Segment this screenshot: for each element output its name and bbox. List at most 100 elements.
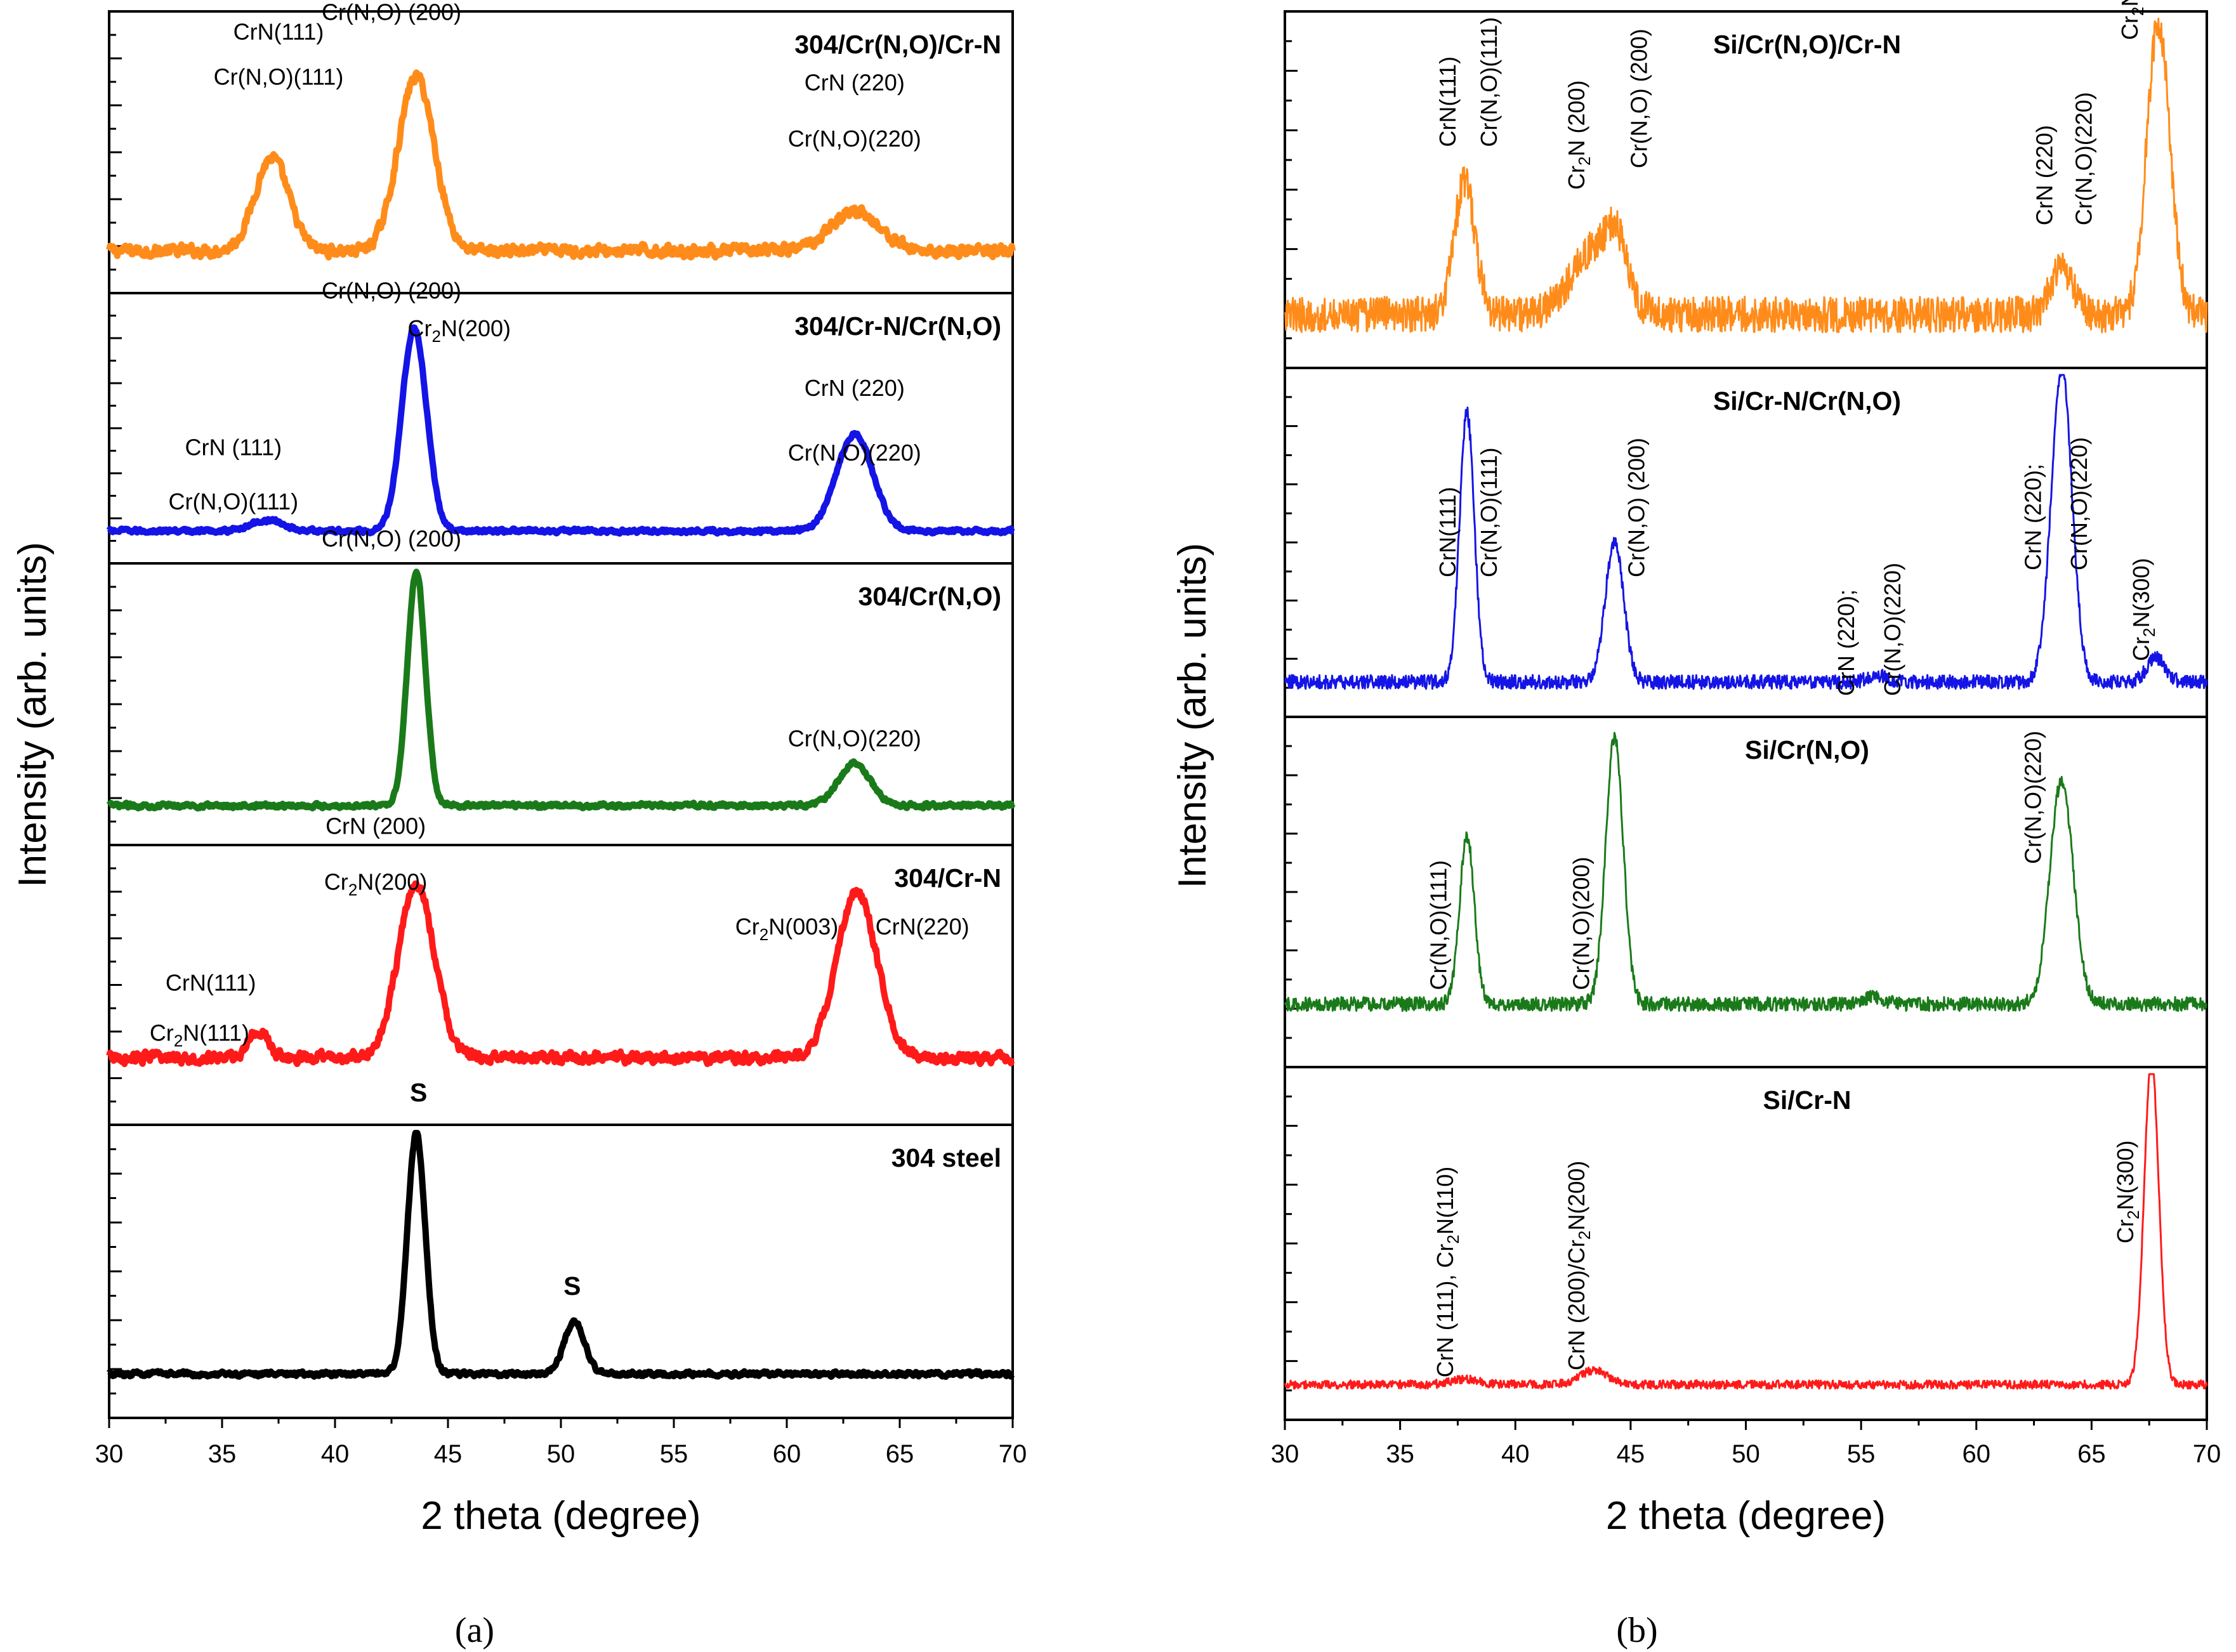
peak-label-part: CrN (200)/Cr — [1563, 1240, 1589, 1370]
peak-label-part: 2 — [2124, 1210, 2143, 1219]
x-tick-label: 35 — [1386, 1440, 1414, 1468]
peak-label: Cr(N,O)(220) — [2070, 92, 2096, 225]
peak-label: CrN (220) — [805, 375, 905, 401]
peak-label: CrN (220); — [1833, 589, 1859, 696]
peak-label-part: Cr — [1563, 166, 1589, 190]
peak-label-part: Cr — [408, 315, 432, 341]
series-line-si-cr-n — [1284, 1073, 2208, 1390]
x-tick-label: 45 — [1617, 1440, 1645, 1468]
peak-label-part: Cr — [2112, 1219, 2138, 1243]
peak-label-part: CrN (111), Cr — [1432, 1244, 1458, 1378]
peak-label-part: Cr — [735, 914, 760, 940]
peak-label-part: Cr — [150, 1020, 174, 1046]
peak-label: Cr2N(300) — [2117, 0, 2147, 40]
peak-label: Cr(N,O)(111) — [1476, 447, 1502, 577]
peak-label-part: N(200) — [1563, 1161, 1589, 1231]
x-tick-label: 35 — [208, 1440, 237, 1468]
peak-label: Cr(N,O)(220) — [788, 726, 921, 752]
peak-label: CrN (200)/Cr2N(200) — [1563, 1161, 1594, 1371]
peak-label: CrN(220) — [876, 914, 970, 940]
series-line-304-steel — [107, 1129, 1015, 1380]
series-title: 304/Cr(N,O)/Cr-N — [794, 30, 1001, 59]
peak-label-part: 2 — [1444, 1235, 1463, 1243]
peak-label: Cr2N(300) — [2112, 1140, 2143, 1243]
x-tick-label: 70 — [2193, 1440, 2221, 1468]
x-tick-label: 50 — [1732, 1440, 1760, 1468]
series-title: Si/Cr(N,O)/Cr-N — [1713, 30, 1901, 59]
series-title: Si/Cr(N,O) — [1745, 735, 1869, 764]
series-title: Si/Cr-N — [1763, 1085, 1851, 1115]
series-line-si-cr-n-o-cr-n — [1284, 17, 2208, 334]
x-tick-label: 55 — [1847, 1440, 1876, 1468]
x-tick-label: 65 — [2077, 1440, 2106, 1468]
peak-label-part: Cr — [2117, 16, 2143, 40]
peak-label-part: N(300) — [2128, 558, 2154, 627]
peak-label-part: 2 — [1575, 1231, 1594, 1240]
peak-label: CrN (220) — [805, 69, 905, 95]
peak-label: CrN (220); — [2020, 464, 2046, 570]
panel-304-steel: 304 steel S S — [107, 1078, 1015, 1419]
peak-label-part: N (200) — [1563, 80, 1589, 156]
x-tick-label: 65 — [886, 1440, 914, 1468]
peak-label: Cr(N,O)(200) — [1568, 857, 1594, 990]
peak-label: Cr(N,O) (200) — [322, 525, 461, 551]
series-title: 304 steel — [891, 1143, 1001, 1172]
peak-label: CrN (111), Cr2N(110) — [1432, 1167, 1463, 1378]
series-line-304-cr-n-o — [106, 568, 1016, 812]
peak-label-part: N(200) — [441, 315, 511, 341]
peak-label-part: 2 — [2128, 6, 2147, 15]
peak-label: Cr2N(003) — [735, 914, 839, 944]
peak-label: Cr(N,O) (200) — [322, 0, 461, 25]
peak-label: CrN (200) — [326, 813, 426, 839]
peak-label: CrN(111) — [1435, 487, 1461, 577]
panel-frame — [1284, 716, 2208, 1068]
chart-b: Si/Cr(N,O)/Cr-N CrN(111) Cr(N,O)(111) Cr(N,… — [1171, 0, 2221, 1538]
peak-label: Cr(N,O)(111) — [168, 488, 298, 515]
peak-label: Cr(N,O)(220) — [2066, 437, 2092, 570]
x-tick-label: 55 — [660, 1440, 688, 1468]
peak-label: CrN(111) — [166, 969, 256, 995]
x-tick-label: 40 — [321, 1440, 350, 1468]
peak-label: Cr(N,O)(220) — [1879, 563, 1905, 696]
peak-label: Cr(N,O) (200) — [322, 278, 461, 304]
panel-si-cr-n-o-cr-n: Si/Cr(N,O)/Cr-N CrN(111) Cr(N,O)(111) Cr(N,… — [1284, 0, 2208, 369]
x-axis-label: 2 theta (degree) — [421, 1494, 700, 1538]
x-tick-label: 45 — [434, 1440, 463, 1468]
peak-label: Cr(N,O)(111) — [1425, 860, 1451, 990]
series-line-si-cr-n-o — [1284, 731, 2207, 1013]
peak-label: CrN (111) — [185, 435, 282, 461]
series-title: Si/Cr-N/Cr(N,O) — [1713, 386, 1901, 416]
x-tick-label: 60 — [1963, 1440, 1991, 1468]
x-tick-label: 70 — [999, 1440, 1027, 1468]
peak-label: CrN(111) — [1435, 56, 1461, 147]
chart-a: 304/Cr(N,O)/Cr-NCrN(111)Cr(N,O)(111)CrN … — [11, 0, 1027, 1538]
x-axis: 30 35 40 45 50 55 60 65 70 — [1271, 1420, 2221, 1468]
peak-label-part: N(003) — [768, 914, 838, 940]
peak-label-part: N(111) — [183, 1020, 249, 1046]
peak-label: Cr(N,O)(111) — [1476, 17, 1502, 147]
peak-label: S — [410, 1078, 427, 1107]
series-title: 304/Cr-N/Cr(N,O) — [794, 311, 1001, 341]
peak-label-part: 2 — [348, 881, 357, 900]
peak-label-part: N(300) — [2117, 0, 2143, 6]
peak-label: Cr(N,O)(220) — [788, 440, 921, 466]
peak-label: Cr2N (200) — [1563, 80, 1594, 190]
peak-label: S — [563, 1271, 581, 1301]
y-axis-label: Intensity (arb. units) — [1171, 543, 1214, 888]
panel-frame — [1284, 1066, 2208, 1421]
series-line-si-cr-n-cr-n-o — [1284, 374, 2208, 690]
caption-b: (b) — [1616, 1611, 1657, 1650]
peak-label-part: 2 — [174, 1032, 183, 1051]
panel-304-cr-n-o-cr-n: 304/Cr(N,O)/Cr-N CrN(111) Cr(N,O)(111) CrN … — [106, 0, 1016, 294]
panel-304-cr-n-cr-n-o: 304/Cr-N/Cr(N,O) Cr(N,O) (200) CrN (111) Cr… — [106, 278, 1015, 565]
panel-304-cr-n-o: 304/Cr(N,O) Cr(N,O) (200) Cr(N,O)(220) — [106, 525, 1016, 846]
peak-label: Cr2N(200) — [408, 315, 511, 346]
x-tick-label: 40 — [1501, 1440, 1530, 1468]
series-line-304-cr-n-o-cr-n — [106, 69, 1016, 261]
peak-label-part: Cr — [324, 869, 348, 895]
x-tick-label: 50 — [547, 1440, 575, 1468]
x-axis-label: 2 theta (degree) — [1606, 1494, 1886, 1538]
peak-label-part: N(200) — [357, 869, 427, 895]
